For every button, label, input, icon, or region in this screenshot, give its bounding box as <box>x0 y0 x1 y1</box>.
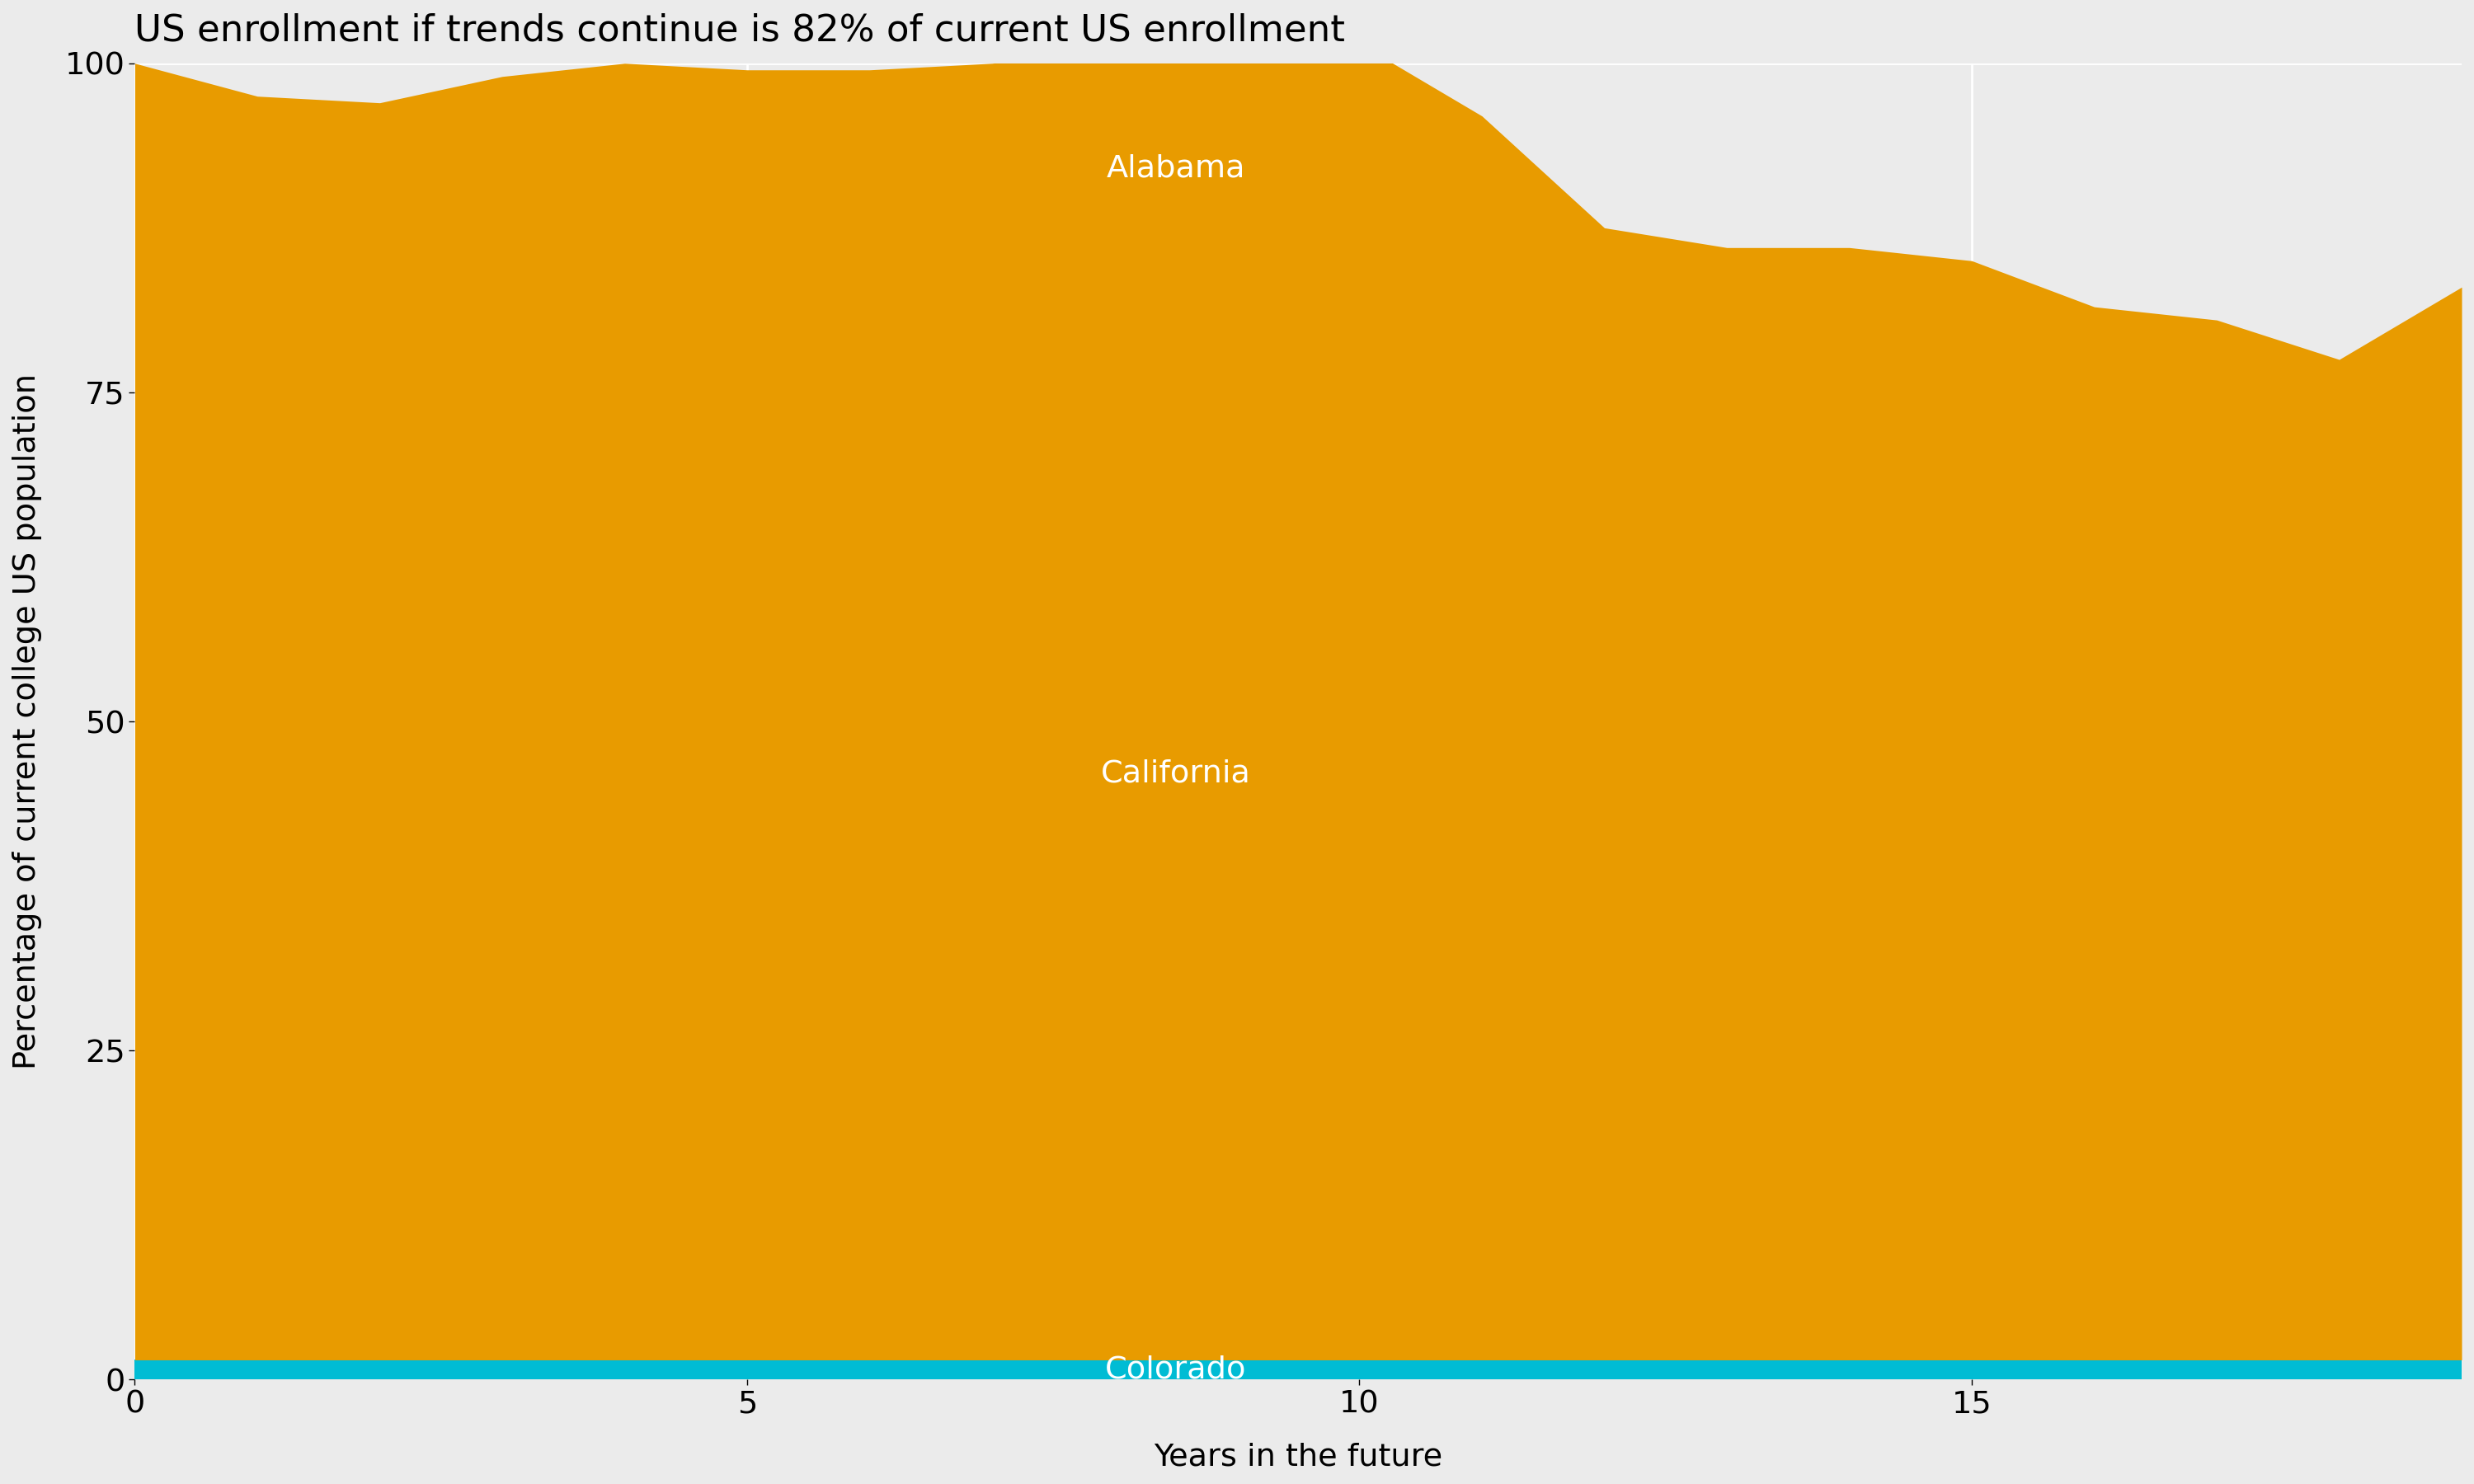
Y-axis label: Percentage of current college US population: Percentage of current college US populat… <box>12 374 42 1070</box>
X-axis label: Years in the future: Years in the future <box>1153 1442 1442 1472</box>
Text: Alabama: Alabama <box>1106 154 1244 184</box>
Text: Colorado: Colorado <box>1106 1355 1247 1385</box>
Text: US enrollment if trends continue is 82% of current US enrollment: US enrollment if trends continue is 82% … <box>134 12 1346 47</box>
Text: California: California <box>1101 760 1252 789</box>
